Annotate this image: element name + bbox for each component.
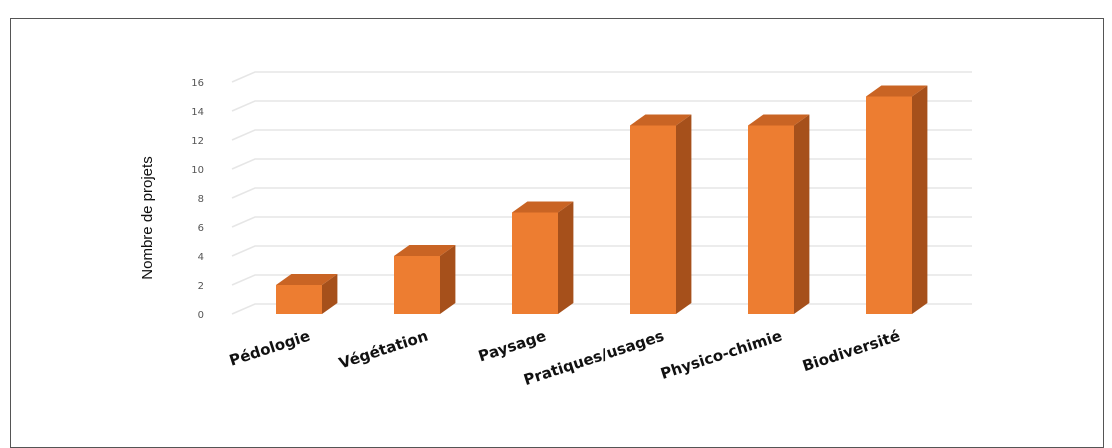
bar: [512, 201, 574, 314]
bar: [630, 114, 692, 314]
x-tick-label: Végétation: [337, 327, 431, 373]
y-tick-label: 0: [198, 310, 204, 321]
grid-line: [231, 71, 972, 83]
bar-side: [558, 201, 574, 314]
bar-top: [630, 114, 692, 126]
bar-front: [748, 125, 794, 314]
bar-side: [676, 114, 692, 314]
bar-front: [866, 96, 912, 314]
bar: [394, 245, 456, 314]
bar-side: [440, 245, 456, 314]
y-tick-label: 10: [191, 165, 204, 176]
grid-line: [231, 158, 972, 170]
grid-line: [231, 274, 972, 286]
bar-top: [512, 201, 574, 213]
grid-line: [231, 100, 972, 112]
y-tick-label: 6: [198, 223, 204, 234]
bar-front: [512, 212, 558, 314]
y-axis-title: Nombre de projets: [139, 156, 156, 279]
bar-side: [912, 85, 928, 314]
bar-front: [394, 256, 440, 314]
bar-side: [794, 114, 810, 314]
y-tick-label: 12: [191, 136, 204, 147]
y-tick-label: 2: [198, 281, 204, 292]
bars: [276, 85, 928, 314]
bar-front: [276, 285, 322, 314]
grid-lines: [231, 71, 972, 315]
grid-line: [231, 303, 972, 315]
bar: [276, 274, 338, 314]
y-tick-label: 14: [191, 107, 204, 118]
bar-top: [394, 245, 456, 256]
x-tick-label: Paysage: [476, 327, 548, 366]
x-axis-labels: Pédologie Végétation PaysagePratiques/usag…: [227, 327, 902, 389]
x-tick-label: Pédologie: [227, 327, 312, 370]
grid-line: [231, 187, 972, 199]
bar-side: [322, 274, 338, 314]
y-tick-label: 8: [198, 194, 204, 205]
y-tick-label: 16: [191, 78, 204, 89]
bar-front: [630, 125, 676, 314]
bar-chart: 0 2 4 6 8 10 12 14 16 Pédologie Végétation Paysage…: [139, 71, 972, 389]
bar-top: [748, 114, 810, 126]
y-axis-ticks: 0 2 4 6 8 10 12 14 16: [191, 78, 204, 321]
grid-line: [231, 129, 972, 141]
x-tick-label: Physico-chimie: [658, 327, 784, 383]
bar: [866, 85, 928, 314]
grid-line: [231, 245, 972, 257]
x-tick-label: Biodiversité: [800, 327, 902, 375]
grid-line: [231, 216, 972, 228]
bar: [748, 114, 810, 314]
bar-top: [866, 85, 928, 97]
bar-top: [276, 274, 338, 285]
y-tick-label: 4: [198, 252, 204, 263]
